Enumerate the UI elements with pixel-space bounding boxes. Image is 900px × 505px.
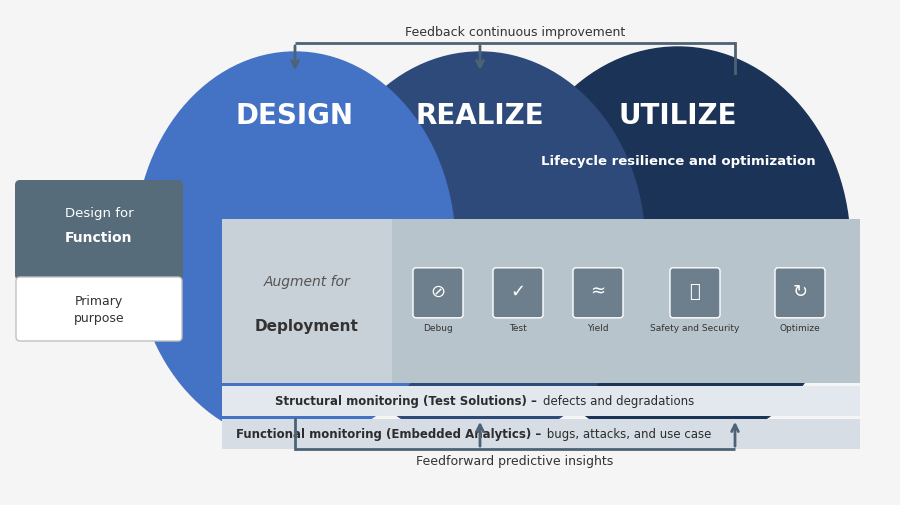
Text: defects and degradations: defects and degradations [543,395,694,408]
FancyBboxPatch shape [222,386,860,416]
FancyBboxPatch shape [493,268,543,318]
Text: Design for: Design for [65,206,133,219]
Text: bugs, attacks, and use case: bugs, attacks, and use case [543,428,711,441]
Text: Safety and Security: Safety and Security [651,323,740,332]
FancyBboxPatch shape [573,268,623,318]
Text: Augment for: Augment for [264,275,350,289]
Text: UTILIZE: UTILIZE [619,102,737,130]
Text: ↻: ↻ [792,282,807,300]
FancyBboxPatch shape [16,277,182,341]
Ellipse shape [506,48,850,447]
Text: Debug: Debug [423,323,453,332]
Text: Functional monitoring (Embedded Analytics) –: Functional monitoring (Embedded Analytic… [236,428,541,441]
Text: ⚿: ⚿ [689,282,700,300]
FancyBboxPatch shape [15,181,183,280]
Text: ⊘: ⊘ [430,282,446,300]
FancyBboxPatch shape [670,268,720,318]
Text: Lifecycle resilience and optimization: Lifecycle resilience and optimization [541,154,815,167]
FancyBboxPatch shape [413,268,463,318]
Ellipse shape [135,53,455,442]
FancyBboxPatch shape [222,220,392,383]
FancyBboxPatch shape [222,419,860,449]
Text: Function: Function [65,231,133,245]
Text: Feedback continuous improvement: Feedback continuous improvement [405,26,626,39]
Text: Primary
purpose: Primary purpose [74,294,124,324]
Ellipse shape [315,53,645,442]
Text: DESIGN: DESIGN [236,102,354,130]
Text: Optimize: Optimize [779,323,821,332]
Text: Structural monitoring (Test Solutions) –: Structural monitoring (Test Solutions) – [275,395,541,408]
FancyBboxPatch shape [775,268,825,318]
Text: Deployment: Deployment [255,319,359,333]
Text: ≈: ≈ [590,282,606,300]
Text: REALIZE: REALIZE [416,102,544,130]
FancyBboxPatch shape [222,220,860,383]
Text: ✓: ✓ [510,282,526,300]
Text: Yield: Yield [587,323,608,332]
Text: Test: Test [509,323,526,332]
Text: Feedforward predictive insights: Feedforward predictive insights [417,454,614,467]
